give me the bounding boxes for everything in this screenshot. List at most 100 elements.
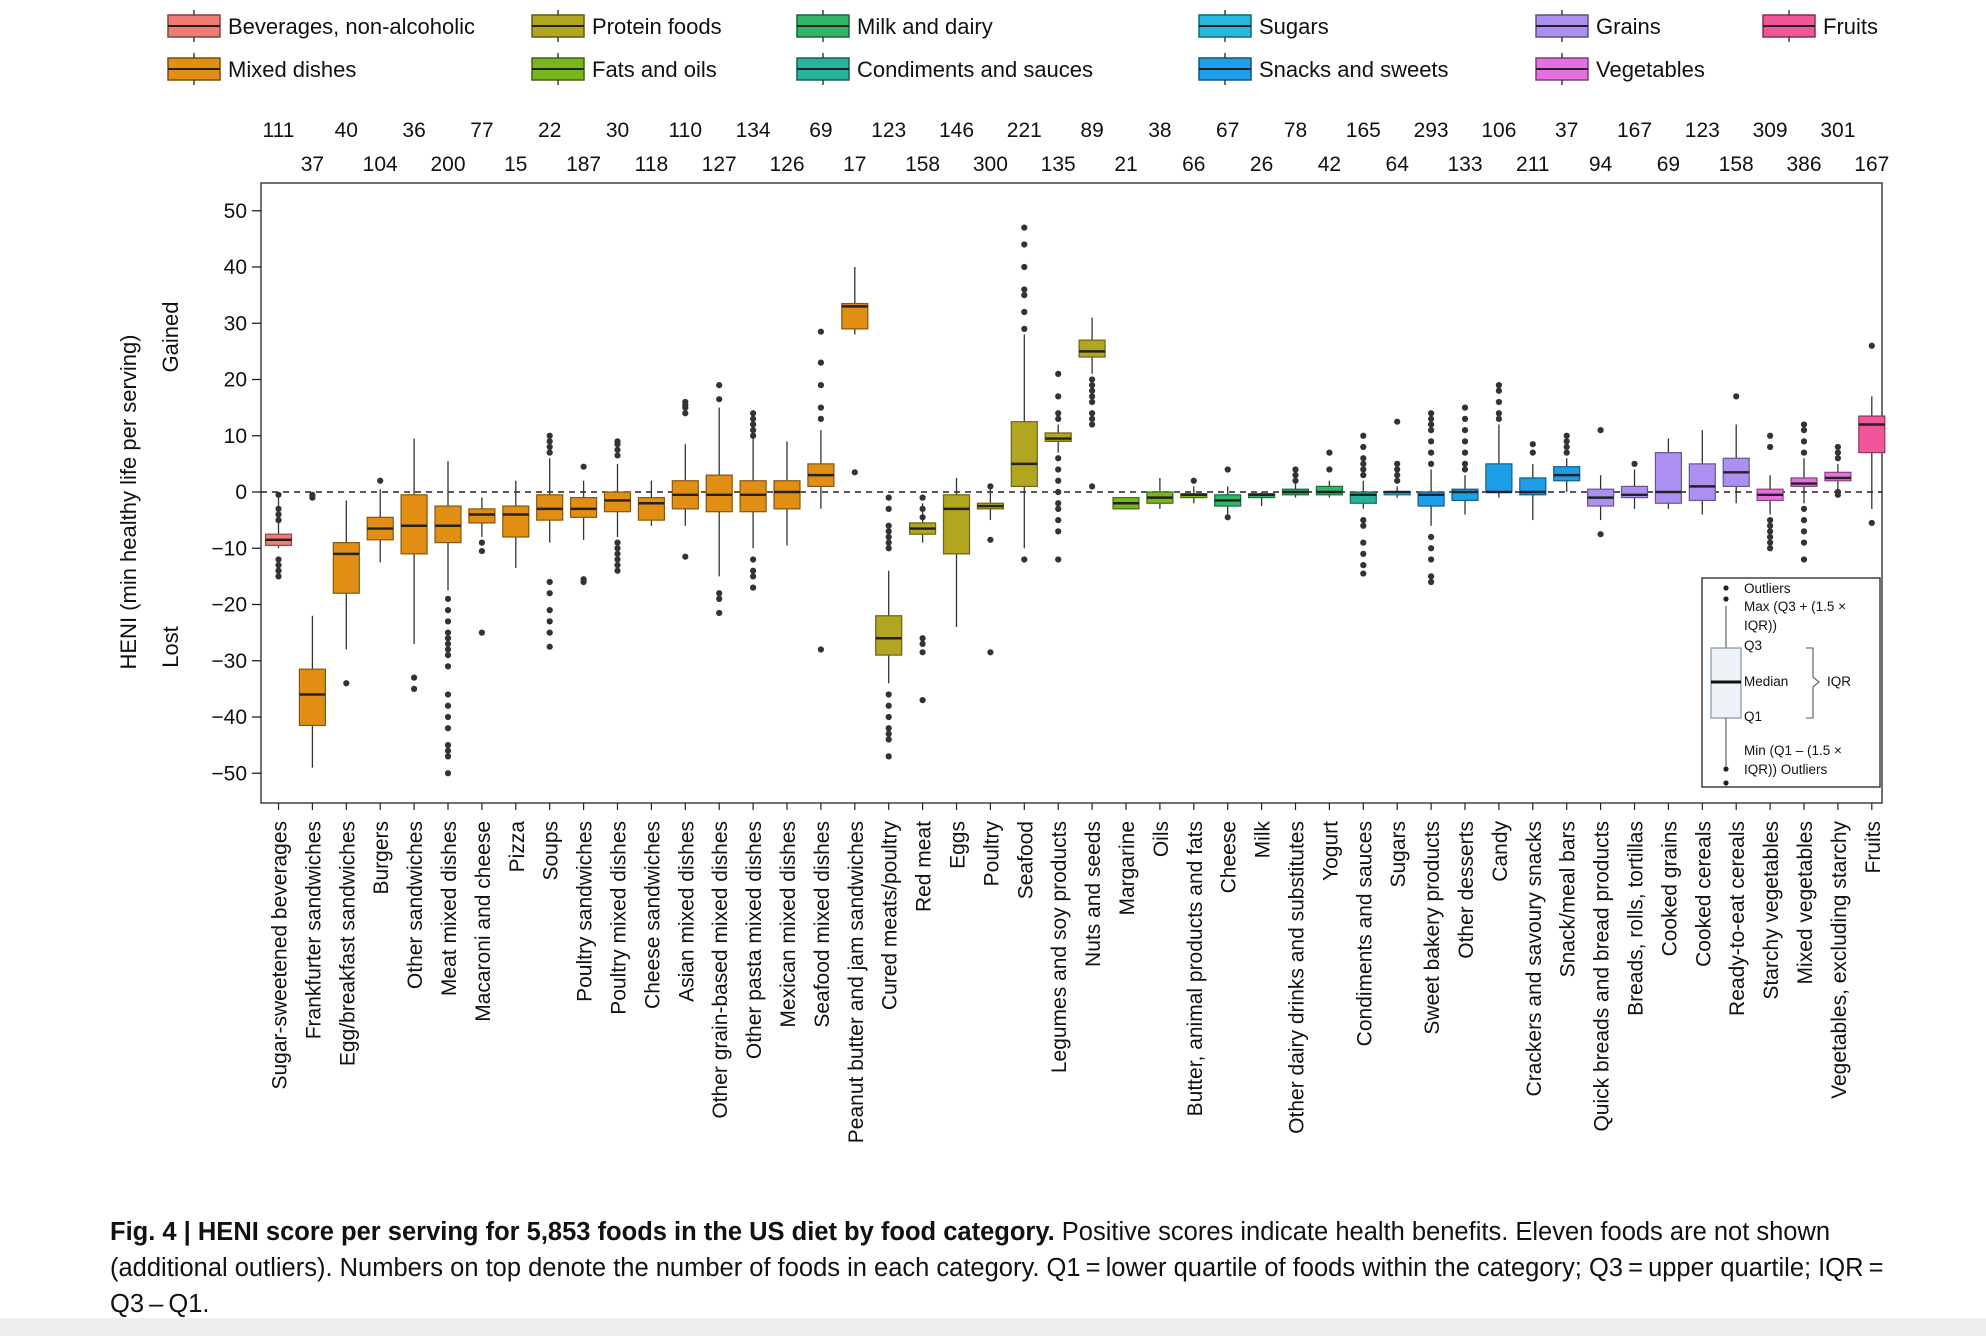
outlier-point [1021,556,1028,563]
outlier-point [275,567,282,574]
category-label: Fruits [1862,821,1885,874]
category-label: Poultry sandwiches [574,821,597,1002]
y-tick-label: −20 [211,594,247,617]
category-count: 36 [402,119,425,142]
category-count: 123 [1685,119,1720,142]
outlier-point [614,446,621,453]
category-label: Other sandwiches [404,821,427,989]
category-label: Egg/breakfast sandwiches [336,821,359,1066]
outlier-point [614,545,621,552]
iqr-box [502,505,530,538]
outlier-point [1394,477,1401,484]
legend-item-fats-and-oils: Fats and oils [531,53,717,85]
outlier-point [1394,472,1401,479]
box-legumes-and-soy-products [1044,370,1072,563]
legend-item-fruits: Fruits [1762,10,1878,42]
outlier-point [851,469,858,476]
outlier-point [750,556,757,563]
category-count: 123 [871,119,906,142]
y-axis: 50 40 30 20 10 0 −10 −20 −30 −40 −50 HENI (min heal… [116,200,261,785]
category-count: 118 [635,153,668,176]
key-iqr-label: IQR [1827,674,1851,689]
outlier-point [546,432,553,439]
outlier-point [444,595,452,602]
category-count: 158 [905,153,940,176]
category-label: Cheese [1218,821,1241,893]
category-label: Cured meats/poultry [879,821,902,1011]
category-label: Sugars [1387,821,1410,888]
category-count: 127 [702,153,737,176]
outlier-point [1461,449,1469,456]
outlier-point [614,562,621,569]
outlier-point [1800,421,1808,428]
outlier-point [275,573,282,580]
key-max-label: Max (Q3 + (1.5 × [1744,599,1846,614]
category-count: 126 [769,153,804,176]
legend-item-protein-foods: Protein foods [531,10,722,42]
iqr-box [637,497,666,521]
category-count: 221 [1007,119,1042,142]
outlier-point [817,359,825,366]
category-label: Condiments and sauces [1353,821,1376,1046]
outlier-point [1055,466,1062,473]
outlier-point [1021,325,1028,332]
category-label: Nuts and seeds [1082,821,1105,967]
category-count: 200 [430,153,465,176]
outlier-point [444,663,452,670]
category-label: Soups [540,821,563,881]
outlier-point [1021,308,1028,316]
outlier-point [444,742,452,749]
category-count: 37 [1555,119,1578,142]
category-label: Other desserts [1455,821,1478,959]
outlier-point [885,528,892,535]
outlier-point [546,590,553,597]
category-count: 37 [301,153,324,176]
y-tick-label: −40 [211,706,247,729]
category-label: Sweet bakery products [1421,821,1444,1035]
outlier-point [444,713,452,721]
category-count: 104 [363,153,398,176]
outlier-point [546,449,553,456]
outlier-point [1428,438,1435,445]
category-count: 30 [606,119,629,142]
iqr-box [298,668,326,727]
outlier-point [750,410,757,417]
outlier-point [1055,556,1062,563]
iqr-box [603,491,632,513]
box-nuts-and-seeds [1078,317,1106,490]
outlier-point [1055,415,1062,422]
iqr-box [1485,463,1513,493]
outlier-point [885,522,892,529]
outlier-point [1360,550,1367,557]
outlier-point [1597,427,1604,434]
outlier-point [275,491,282,498]
box-cured-meats-poultry [875,494,903,760]
outlier-point [1495,387,1502,394]
category-count: 111 [263,119,295,142]
outlier-point [1800,449,1808,456]
outlier-point [1767,533,1774,541]
category-count: 167 [1854,153,1889,176]
outlier-point [411,674,418,681]
box-candy [1485,382,1513,498]
outlier-point [1394,466,1401,473]
category-count: 40 [335,119,358,142]
iqr-box [1620,485,1649,499]
category-count: 167 [1617,119,1652,142]
key-outlier-top [1723,596,1729,602]
outlier-point [919,649,926,656]
outlier-point [546,578,553,586]
outlier-point [1597,531,1604,538]
iqr-box [332,542,360,594]
outlier-point [478,547,485,555]
category-count: 69 [809,119,832,142]
category-count: 309 [1753,119,1788,142]
box-mixed-vegetables [1790,421,1818,563]
category-count: 21 [1114,153,1137,176]
outlier-point [1360,517,1367,524]
category-label: Breads, rolls, tortillas [1625,821,1648,1016]
y-axis-title: HENI (min healthy life per serving) [116,334,141,669]
iqr-box [841,302,869,330]
boxplot-key: Outliers Max (Q3 + (1.5 × IQR)) Q3 Median IQR… [1701,577,1881,788]
outlier-point [1767,528,1774,535]
